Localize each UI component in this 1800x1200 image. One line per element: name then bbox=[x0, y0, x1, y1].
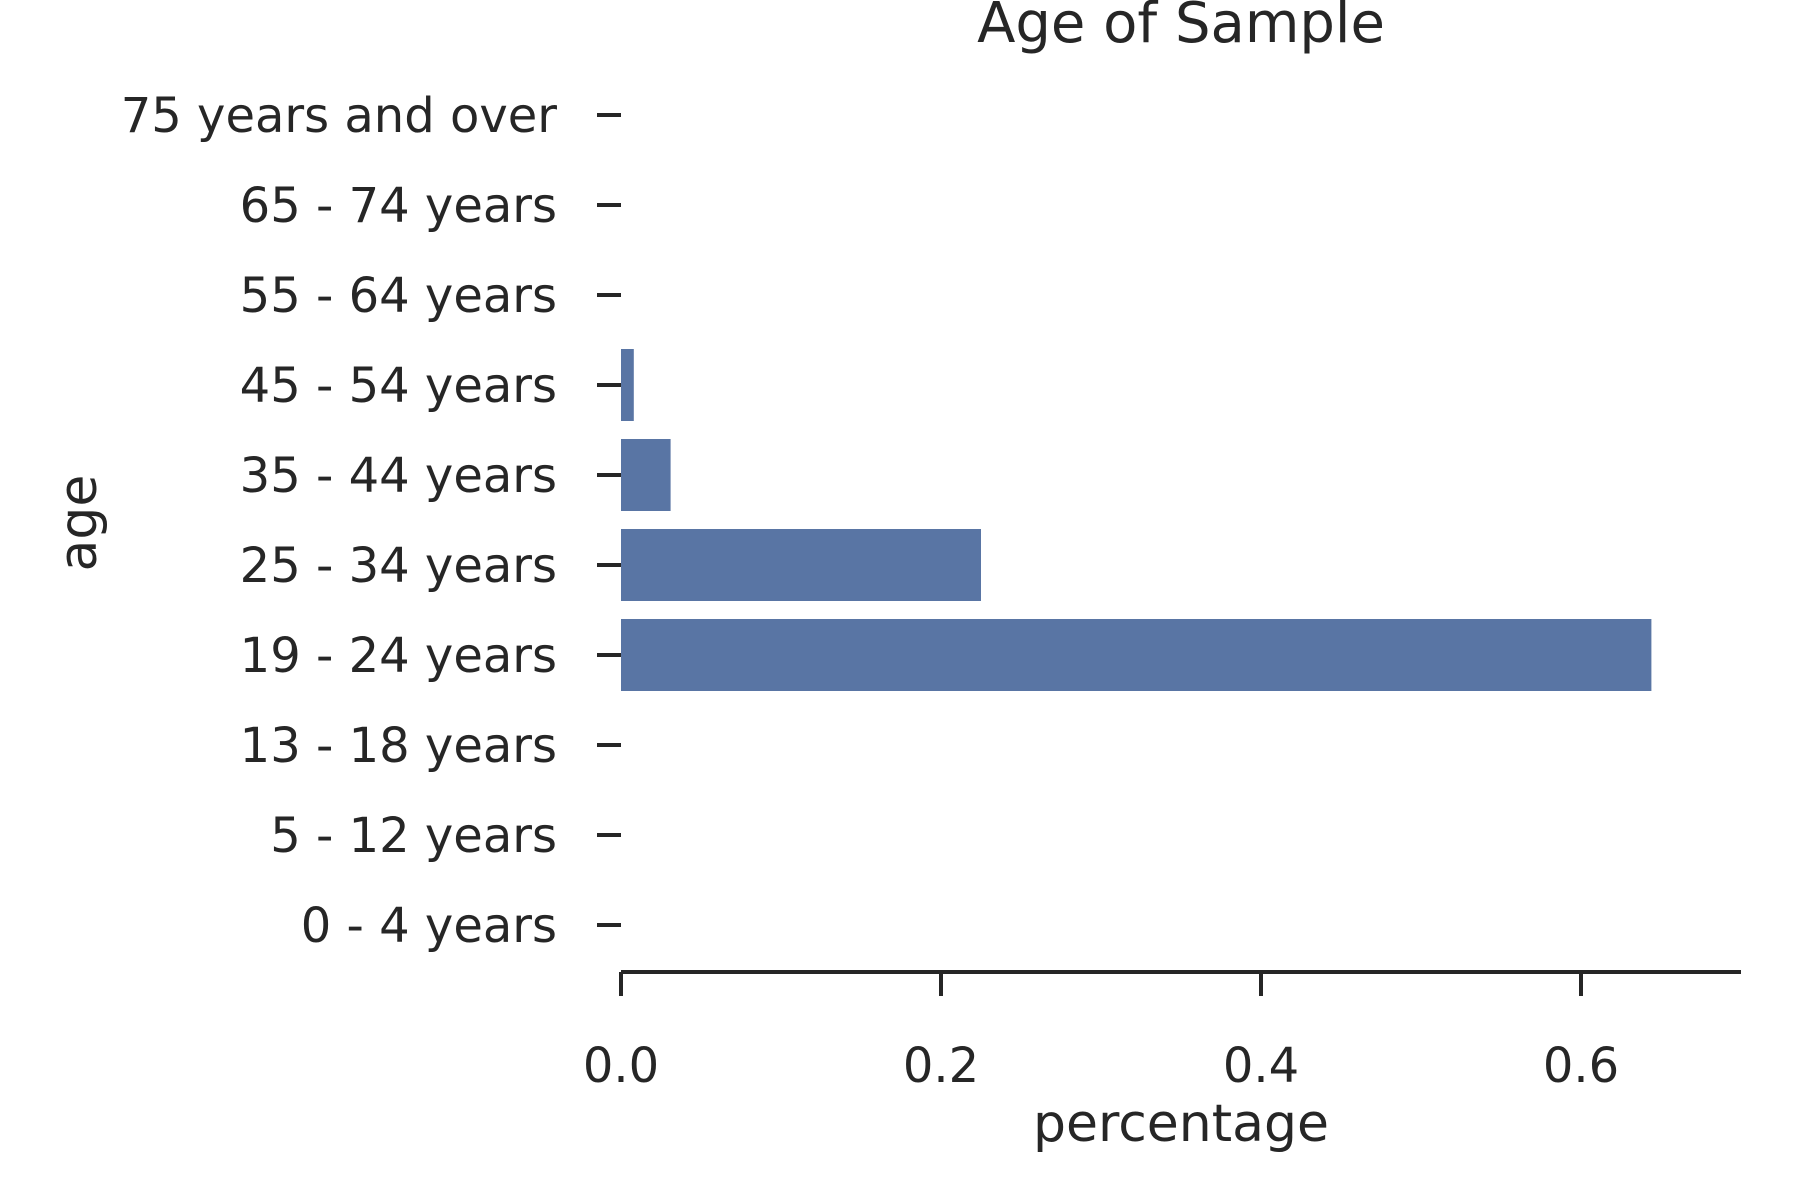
y-tick-label: 13 - 18 years bbox=[240, 718, 557, 774]
y-tick-label: 55 - 64 years bbox=[240, 268, 557, 324]
bar bbox=[621, 529, 981, 601]
y-axis-label: age bbox=[49, 475, 109, 572]
bar bbox=[621, 349, 634, 421]
x-tick-label: 0.0 bbox=[583, 1038, 659, 1094]
bars-group bbox=[621, 349, 1652, 691]
bar bbox=[621, 619, 1652, 691]
y-ticks-group: 75 years and over 65 - 74 years 55 - 64 ye… bbox=[121, 88, 621, 954]
y-tick-label: 0 - 4 years bbox=[301, 898, 557, 954]
y-tick-label: 25 - 34 years bbox=[240, 538, 557, 594]
x-tick-label: 0.4 bbox=[1223, 1038, 1299, 1094]
y-tick-label: 75 years and over bbox=[121, 88, 558, 144]
x-ticks-group: 0.0 0.2 0.4 0.6 bbox=[583, 972, 1619, 1094]
chart-title: Age of Sample bbox=[977, 0, 1385, 56]
y-tick-label: 19 - 24 years bbox=[240, 628, 557, 684]
y-tick-label: 35 - 44 years bbox=[240, 448, 557, 504]
y-tick-label: 65 - 74 years bbox=[240, 178, 557, 234]
bar bbox=[621, 439, 671, 511]
x-tick-label: 0.2 bbox=[903, 1038, 979, 1094]
x-tick-label: 0.6 bbox=[1543, 1038, 1619, 1094]
x-axis-label: percentage bbox=[1033, 1094, 1329, 1154]
y-tick-label: 5 - 12 years bbox=[270, 808, 557, 864]
y-tick-label: 45 - 54 years bbox=[240, 358, 557, 414]
